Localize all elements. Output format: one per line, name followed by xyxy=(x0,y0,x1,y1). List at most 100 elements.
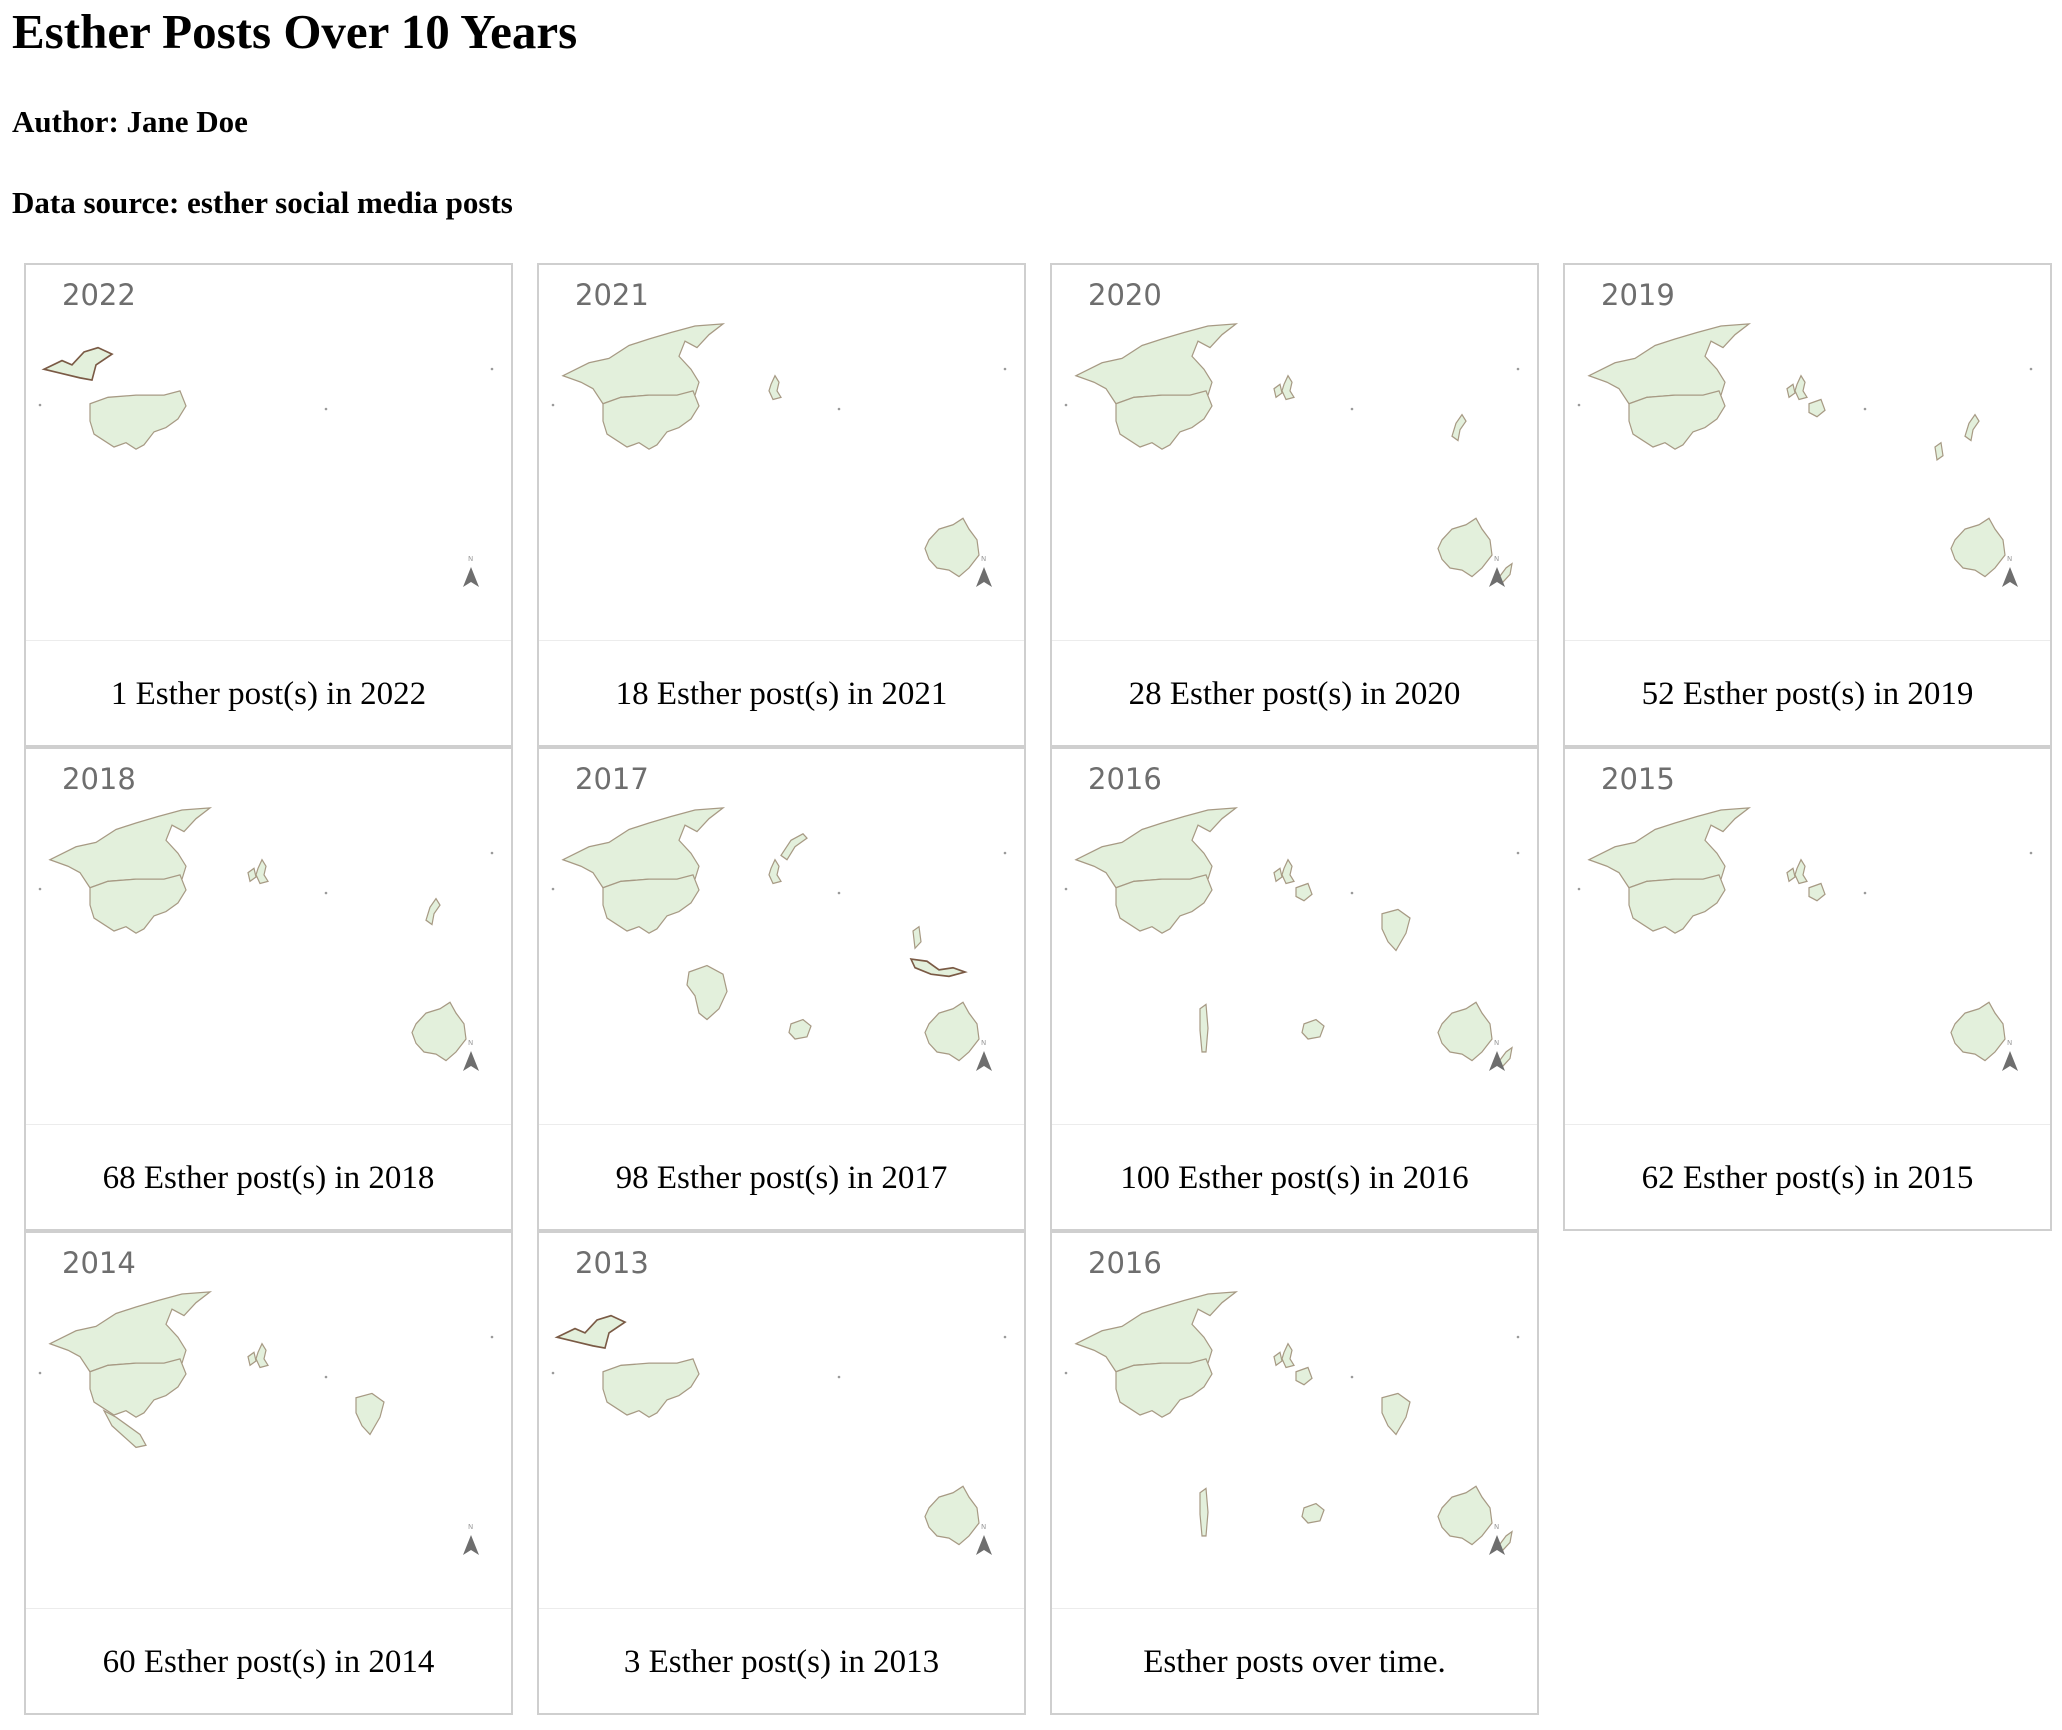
region-australia xyxy=(1437,517,1493,578)
region-chile xyxy=(1199,1487,1209,1537)
world-map: N xyxy=(551,807,1007,1071)
island-speck xyxy=(38,1371,42,1375)
region-thailand xyxy=(912,925,922,950)
north-arrow-label: N xyxy=(981,1523,986,1531)
year-label: 2016 xyxy=(1088,1246,1162,1280)
year-label: 2022 xyxy=(62,278,136,312)
year-label: 2019 xyxy=(1601,278,1675,312)
region-mexico xyxy=(102,1409,147,1449)
region-ireland xyxy=(1273,867,1283,883)
island-speck xyxy=(38,403,42,407)
region-united-states xyxy=(602,390,700,450)
world-map: N xyxy=(38,346,494,587)
world-map: N xyxy=(1577,323,2033,587)
year-label: 2018 xyxy=(62,762,136,796)
region-ireland xyxy=(247,867,257,883)
north-arrow-label: N xyxy=(1494,555,1499,563)
card-caption: 28 Esther post(s) in 2020 xyxy=(1128,675,1461,712)
north-arrow-label: N xyxy=(1494,1039,1499,1047)
map-card: N 2016 Esther posts over time. xyxy=(1050,1231,1539,1715)
card-caption: 98 Esther post(s) in 2017 xyxy=(615,1159,948,1196)
card-caption: 62 Esther post(s) in 2015 xyxy=(1641,1159,1974,1196)
region-canada xyxy=(1074,323,1239,405)
map-panel: N 2022 xyxy=(26,265,511,641)
data-source-line: Data source: esther social media posts xyxy=(12,185,513,220)
north-arrow-icon xyxy=(1489,1051,1505,1071)
map-panel: N 2017 xyxy=(539,749,1024,1125)
region-france xyxy=(1808,398,1826,418)
north-arrow-icon xyxy=(976,1051,992,1071)
region-united-states xyxy=(602,1358,700,1418)
map-card: N 2014 60 Esther post(s) in 2014 xyxy=(24,1231,513,1715)
region-philippines xyxy=(1934,441,1944,462)
region-ireland xyxy=(1786,383,1796,399)
north-arrow-icon xyxy=(2002,567,2018,587)
region-canada xyxy=(1074,1291,1239,1373)
north-arrow-icon xyxy=(1489,1535,1505,1555)
world-map: N xyxy=(551,323,1007,587)
map-card: N 2021 18 Esther post(s) in 2021 xyxy=(537,263,1026,747)
region-united-states xyxy=(89,1358,187,1418)
year-label: 2016 xyxy=(1088,762,1162,796)
island-speck xyxy=(1350,407,1354,411)
card-caption: 1 Esther post(s) in 2022 xyxy=(110,675,427,712)
island-speck xyxy=(490,367,494,371)
region-france xyxy=(1295,1366,1313,1386)
island-speck xyxy=(38,887,42,891)
island-speck xyxy=(1577,887,1581,891)
north-arrow-label: N xyxy=(468,1039,473,1047)
region-australia xyxy=(924,1485,980,1546)
island-speck xyxy=(1003,367,1007,371)
island-speck xyxy=(1577,403,1581,407)
world-map: N xyxy=(551,1314,1007,1555)
region-united-states xyxy=(89,390,187,450)
island-speck xyxy=(551,887,555,891)
region-france xyxy=(1808,882,1826,902)
region-united-kingdom xyxy=(1281,858,1295,885)
island-speck xyxy=(551,403,555,407)
region-ireland xyxy=(247,1351,257,1367)
region-united-kingdom xyxy=(768,858,782,885)
island-speck xyxy=(1516,367,1520,371)
region-united-kingdom xyxy=(255,858,269,885)
north-arrow-label: N xyxy=(981,555,986,563)
north-arrow-label: N xyxy=(1494,1523,1499,1531)
region-canada xyxy=(48,807,213,889)
north-arrow-icon xyxy=(463,1535,479,1555)
region-ireland xyxy=(1273,1351,1283,1367)
region-australia xyxy=(1437,1485,1493,1546)
region-australia xyxy=(1950,517,2006,578)
map-panel: N 2016 xyxy=(1052,749,1537,1125)
region-united-states xyxy=(602,874,700,934)
region-norway xyxy=(780,833,808,861)
card-caption: 60 Esther post(s) in 2014 xyxy=(102,1643,435,1680)
north-arrow-icon xyxy=(1489,567,1505,587)
north-arrow-icon xyxy=(976,1535,992,1555)
island-speck xyxy=(1003,851,1007,855)
region-united-states xyxy=(1628,874,1726,934)
island-speck xyxy=(1516,851,1520,855)
island-speck xyxy=(2029,851,2033,855)
map-panel: N 2021 xyxy=(539,265,1024,641)
region-united-states xyxy=(89,874,187,934)
region-united-kingdom xyxy=(768,374,782,401)
region-united-kingdom xyxy=(1281,1342,1295,1369)
region-canada xyxy=(1587,807,1752,889)
card-caption: Esther posts over time. xyxy=(1143,1643,1446,1680)
region-india xyxy=(355,1392,385,1436)
map-panel: N 2013 xyxy=(539,1233,1024,1609)
region-united-kingdom xyxy=(1281,374,1295,401)
region-australia xyxy=(1437,1001,1493,1062)
map-card: N 2017 98 Esther post(s) in 2017 xyxy=(537,747,1026,1231)
north-arrow-icon xyxy=(463,1051,479,1071)
island-speck xyxy=(1863,891,1867,895)
region-united-states xyxy=(1628,390,1726,450)
region-japan xyxy=(1964,413,1980,442)
map-card: N 2018 68 Esther post(s) in 2018 xyxy=(24,747,513,1231)
island-speck xyxy=(1064,1371,1068,1375)
region-south-africa xyxy=(1301,1502,1325,1524)
map-card: N 2016 100 Esther post(s) in 2016 xyxy=(1050,747,1539,1231)
island-speck xyxy=(1064,887,1068,891)
world-map: N xyxy=(1064,323,1520,587)
island-speck xyxy=(490,851,494,855)
